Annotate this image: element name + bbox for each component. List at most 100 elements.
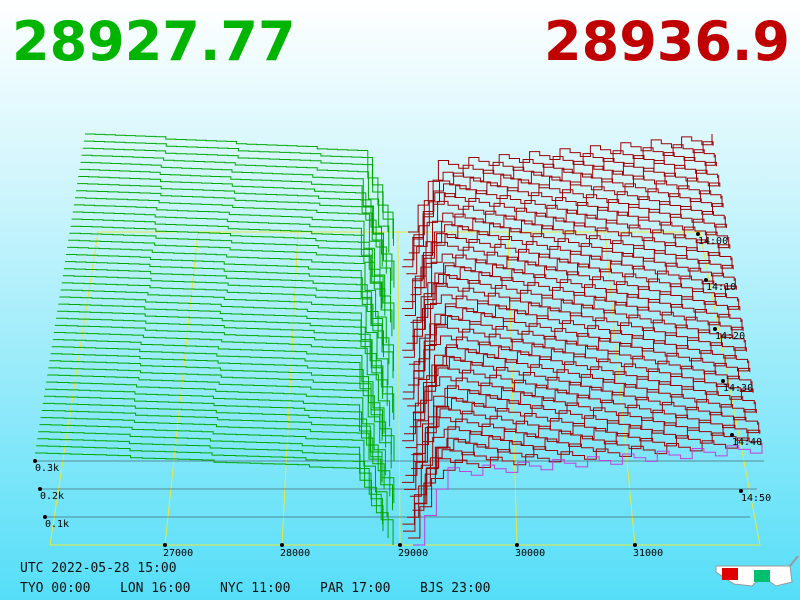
clock-label: TYO 00:00 bbox=[20, 581, 90, 596]
depth-label: 0.1k bbox=[45, 519, 69, 530]
price-label: 28000 bbox=[280, 548, 310, 559]
price-label: 31000 bbox=[633, 548, 663, 559]
ask-depth-line bbox=[412, 313, 742, 414]
bid-price: 28927.77 bbox=[12, 10, 296, 73]
bid-depth-line bbox=[51, 346, 383, 441]
bid-depth-line bbox=[45, 388, 383, 483]
time-label: 14:10 bbox=[706, 282, 736, 293]
bid-depth-line bbox=[62, 275, 394, 372]
time-tick bbox=[713, 327, 717, 331]
ask-depth-line bbox=[402, 381, 753, 483]
time-label: 14:00 bbox=[698, 236, 728, 247]
ask-depth-line bbox=[405, 347, 747, 449]
bid-depth-line bbox=[79, 168, 383, 267]
bid-depth-line bbox=[82, 147, 394, 246]
bid-depth-line bbox=[59, 296, 384, 392]
ask-depth-line bbox=[402, 211, 725, 309]
bid-depth-line bbox=[39, 424, 388, 518]
bid-depth-line bbox=[60, 289, 389, 385]
bid-depth-line bbox=[75, 197, 391, 295]
ask-depth-line bbox=[408, 264, 734, 365]
ask-depth-line bbox=[413, 319, 743, 421]
bid-depth-line bbox=[68, 239, 393, 337]
bid-depth-line bbox=[42, 402, 391, 497]
price-tick bbox=[398, 543, 402, 547]
ask-depth-line bbox=[413, 401, 756, 504]
ask-depth-line bbox=[413, 443, 763, 546]
depth-tick bbox=[43, 515, 47, 519]
ask-depth-line bbox=[414, 360, 750, 462]
bid-depth-line bbox=[67, 246, 387, 344]
ask-depth-line bbox=[408, 154, 716, 254]
bid-depth-line bbox=[77, 183, 393, 281]
bid-depth-line bbox=[72, 211, 383, 309]
time-tick bbox=[721, 379, 725, 383]
depth-label: 0.3k bbox=[35, 463, 59, 474]
clock-label: PAR 17:00 bbox=[320, 581, 390, 596]
bid-depth-line bbox=[41, 410, 395, 504]
price-grid-line bbox=[604, 231, 636, 546]
bid-depth-line bbox=[56, 317, 394, 413]
bid-depth-line bbox=[46, 381, 386, 476]
bid-depth-line bbox=[47, 374, 392, 469]
price-tick bbox=[633, 543, 637, 547]
ask-depth-line bbox=[408, 134, 713, 233]
bid-depth-line bbox=[71, 218, 386, 316]
price-tick bbox=[515, 543, 519, 547]
bid-depth-line bbox=[83, 140, 394, 239]
bid-depth-line bbox=[76, 190, 395, 288]
ask-depth-line bbox=[411, 182, 721, 282]
ask-depth-line bbox=[413, 278, 736, 379]
ask-depth-line bbox=[402, 422, 760, 525]
ask-depth-line bbox=[404, 216, 726, 316]
clock-label: LON 16:00 bbox=[120, 581, 190, 596]
bid-depth-line bbox=[81, 154, 390, 253]
ask-depth-line bbox=[413, 141, 714, 240]
ask-depth-line bbox=[405, 375, 752, 476]
price-grid-line bbox=[281, 231, 299, 546]
ask-depth-line bbox=[408, 437, 762, 539]
ask-depth-line bbox=[403, 161, 717, 261]
price-label: 29000 bbox=[398, 548, 428, 559]
bid-depth-line bbox=[73, 204, 386, 302]
price-tick bbox=[163, 543, 167, 547]
bid-depth-line bbox=[61, 282, 394, 379]
ask-depth-line bbox=[406, 175, 720, 275]
bid-depth-line bbox=[52, 339, 385, 434]
ask-depth-line bbox=[410, 223, 727, 323]
ask-depth-line bbox=[413, 190, 722, 289]
bid-depth-line bbox=[48, 367, 395, 462]
bid-depth-line bbox=[58, 303, 384, 399]
bid-depth-line bbox=[50, 353, 387, 448]
3d-glasses-icon bbox=[715, 555, 799, 587]
bid-depth-line bbox=[40, 417, 393, 511]
bid-depth-line bbox=[65, 261, 384, 358]
ask-depth-line bbox=[402, 252, 732, 351]
clock-label: NYC 11:00 bbox=[220, 581, 290, 596]
floor-outline bbox=[49, 231, 761, 546]
depth-curves bbox=[35, 133, 763, 546]
bid-depth-line bbox=[66, 254, 383, 351]
time-label: 14:50 bbox=[741, 493, 771, 504]
ask-depth-line bbox=[403, 257, 733, 358]
bid-depth-line bbox=[53, 332, 391, 427]
ask-depth-line bbox=[403, 429, 761, 532]
bid-depth-line bbox=[49, 360, 392, 455]
bid-depth-line bbox=[63, 268, 390, 365]
world-clocks: TYO 00:00 LON 16:00 NYC 11:00 PAR 17:00 BJS … bbox=[20, 581, 490, 596]
bid-depth-line bbox=[35, 452, 394, 545]
ask-price: 28936.9 bbox=[544, 10, 790, 73]
time-tick bbox=[704, 278, 708, 282]
bid-depth-line bbox=[69, 232, 395, 330]
ask-depth-line bbox=[410, 195, 723, 296]
ask-depth-line bbox=[402, 169, 719, 268]
bid-depth-line bbox=[78, 176, 387, 274]
bid-depth-line bbox=[36, 445, 389, 538]
bid-depth-line bbox=[80, 161, 384, 260]
bid-depth-line bbox=[55, 324, 395, 420]
bid-depth-line bbox=[85, 133, 389, 232]
ask-depth-line bbox=[402, 340, 746, 442]
ask-depth-line bbox=[407, 416, 759, 518]
bid-depth-line bbox=[70, 225, 391, 323]
depth-label: 0.2k bbox=[40, 491, 64, 502]
